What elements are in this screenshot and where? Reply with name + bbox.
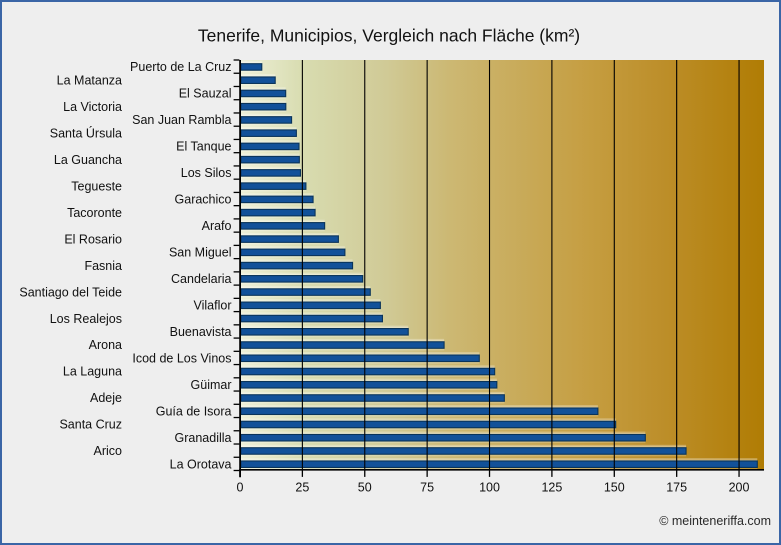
svg-text:Tacoronte: Tacoronte: [67, 206, 122, 220]
svg-text:150: 150: [604, 481, 625, 495]
svg-text:© meinteneriffa.com: © meinteneriffa.com: [659, 514, 771, 528]
svg-text:La Guancha: La Guancha: [54, 153, 122, 167]
svg-text:La Matanza: La Matanza: [57, 73, 122, 87]
svg-text:El Rosario: El Rosario: [64, 232, 122, 246]
svg-text:75: 75: [420, 481, 434, 495]
svg-text:San Miguel: San Miguel: [169, 246, 232, 260]
svg-text:Tenerife, Municipios, Vergleic: Tenerife, Municipios, Vergleich nach Flä…: [198, 26, 580, 46]
svg-text:Güimar: Güimar: [191, 378, 232, 392]
svg-text:Candelaria: Candelaria: [171, 272, 232, 286]
svg-text:25: 25: [295, 481, 309, 495]
svg-text:Arafo: Arafo: [202, 219, 232, 233]
svg-text:El Tanque: El Tanque: [176, 140, 231, 154]
svg-text:125: 125: [541, 481, 562, 495]
svg-text:Santa Úrsula: Santa Úrsula: [50, 125, 122, 140]
svg-text:Vilaflor: Vilaflor: [194, 299, 232, 313]
svg-text:Arico: Arico: [94, 444, 123, 458]
svg-text:Icod de Los Vinos: Icod de Los Vinos: [132, 351, 231, 365]
svg-text:La Laguna: La Laguna: [63, 365, 122, 379]
svg-text:Buenavista: Buenavista: [170, 325, 232, 339]
svg-text:San Juan Rambla: San Juan Rambla: [132, 113, 231, 127]
svg-text:Garachico: Garachico: [175, 193, 232, 207]
svg-text:El Sauzal: El Sauzal: [179, 87, 232, 101]
svg-text:50: 50: [358, 481, 372, 495]
svg-text:Puerto de La Cruz: Puerto de La Cruz: [130, 60, 231, 74]
svg-text:200: 200: [729, 481, 750, 495]
svg-text:La Victoria: La Victoria: [63, 100, 122, 114]
svg-text:Tegueste: Tegueste: [71, 179, 122, 193]
svg-text:La Orotava: La Orotava: [170, 457, 232, 471]
svg-text:Santiago del Teide: Santiago del Teide: [19, 285, 122, 299]
svg-text:Guía de Isora: Guía de Isora: [156, 404, 232, 418]
svg-text:Granadilla: Granadilla: [175, 431, 232, 445]
svg-text:0: 0: [237, 481, 244, 495]
svg-text:Fasnia: Fasnia: [84, 259, 122, 273]
svg-text:Los Realejos: Los Realejos: [50, 312, 122, 326]
svg-text:Los Silos: Los Silos: [181, 166, 232, 180]
svg-text:Santa Cruz: Santa Cruz: [59, 418, 122, 432]
svg-text:Adeje: Adeje: [90, 391, 122, 405]
svg-text:100: 100: [479, 481, 500, 495]
svg-text:175: 175: [666, 481, 687, 495]
svg-text:Arona: Arona: [89, 338, 122, 352]
